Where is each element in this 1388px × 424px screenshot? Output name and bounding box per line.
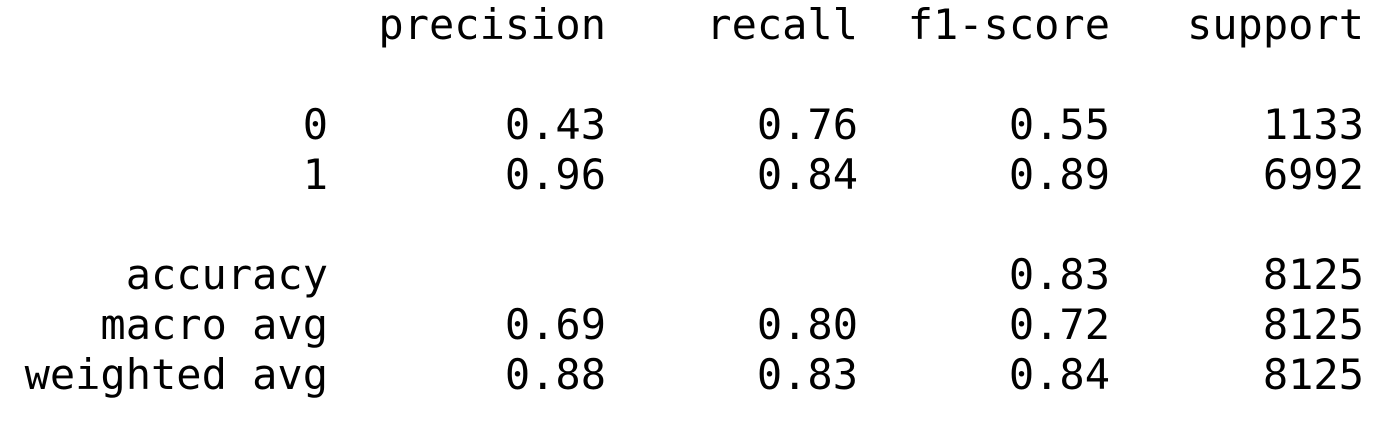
precision-value: 0.88	[504, 350, 606, 399]
row-label: accuracy	[125, 250, 328, 299]
recall-value: 0.84	[756, 150, 858, 199]
support-value: 1133	[1262, 100, 1364, 149]
precision-value: 0.96	[504, 150, 606, 199]
header-f1-score: f1-score	[907, 0, 1110, 49]
f1-score-value: 0.89	[1008, 150, 1110, 199]
row-label: 0	[302, 100, 328, 149]
table-row-accuracy: accuracy 0.83 8125	[0, 250, 1388, 300]
table-row-weighted-avg: weighted avg 0.88 0.83 0.84 8125	[0, 350, 1388, 400]
f1-score-value: 0.72	[1008, 300, 1110, 349]
recall-value: 0.80	[756, 300, 858, 349]
support-value: 8125	[1262, 350, 1364, 399]
row-label: macro avg	[100, 300, 328, 349]
table-row-class-1: 1 0.96 0.84 0.89 6992	[0, 150, 1388, 200]
support-value: 8125	[1262, 300, 1364, 349]
table-row-macro-avg: macro avg 0.69 0.80 0.72 8125	[0, 300, 1388, 350]
header-row: precision recall f1-score support	[0, 0, 1388, 50]
row-label: weighted avg	[24, 350, 328, 399]
header-recall: recall	[706, 0, 858, 49]
recall-value: 0.76	[756, 100, 858, 149]
f1-score-value: 0.84	[1008, 350, 1110, 399]
f1-score-value: 0.83	[1008, 250, 1110, 299]
f1-score-value: 0.55	[1008, 100, 1110, 149]
table-row-class-0: 0 0.43 0.76 0.55 1133	[0, 100, 1388, 150]
support-value: 8125	[1262, 250, 1364, 299]
row-label: 1	[302, 150, 328, 199]
precision-value: 0.69	[504, 300, 606, 349]
precision-value: 0.43	[504, 100, 606, 149]
header-precision: precision	[378, 0, 606, 49]
header-support: support	[1186, 0, 1364, 49]
support-value: 6992	[1262, 150, 1364, 199]
recall-value: 0.83	[756, 350, 858, 399]
